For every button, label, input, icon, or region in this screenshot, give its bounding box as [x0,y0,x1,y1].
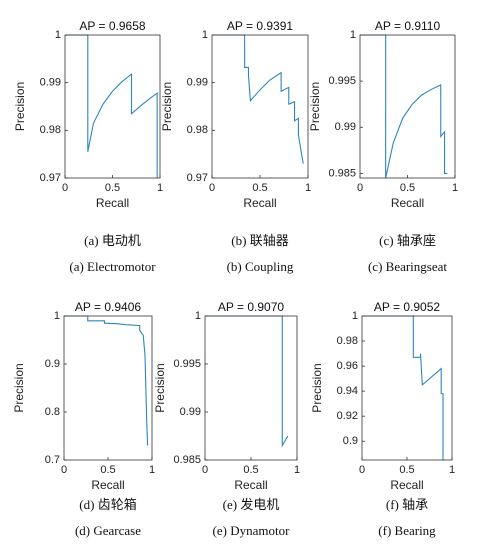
caption-en: (d) Gearcase [75,523,141,538]
y-tick-label: 1 [350,29,356,41]
plot-area [360,35,455,178]
x-tick-label: 0.5 [243,464,258,476]
y-tick-label: 1 [202,29,208,41]
x-tick-label: 0 [61,464,67,476]
x-tick-label: 0.5 [105,182,120,194]
pr-curve [65,34,158,178]
plot-area [64,316,152,460]
chart-title: AP = 0.9110 [375,19,441,33]
y-axis-label: Precision [160,82,174,131]
x-axis-label: Recall [390,478,423,492]
caption-cn: (f) 轴承 [386,497,428,512]
caption-en: (b) Coupling [227,259,294,274]
panel: 0 0.5 1 0.97 0.98 0.99 1 AP = 0.9658 Recall Preci… [13,19,163,274]
chart-title: AP = 0.9658 [79,19,145,33]
y-tick-label: 0.99 [40,77,61,89]
caption-cn: (b) 联轴器 [231,233,288,248]
y-axis-label: Precision [310,363,324,412]
x-tick-label: 1 [294,464,300,476]
caption-cn: (e) 发电机 [223,497,280,512]
x-tick-label: 1 [452,182,458,194]
y-tick-label: 0.92 [337,410,358,422]
chart-title: AP = 0.9391 [227,19,293,33]
chart-title: AP = 0.9070 [218,300,284,314]
y-tick-label: 0.97 [40,172,61,184]
y-tick-label: 0.7 [45,454,60,466]
x-tick-label: 0 [357,182,363,194]
panel: 0 0.5 1 0.97 0.98 0.99 1 AP = 0.9391 Recall Preci… [160,19,311,274]
y-axis-label: Precision [13,82,27,131]
x-tick-label: 1 [157,182,163,194]
pr-curve [64,315,149,446]
caption-en: (f) Bearing [378,523,436,538]
plot-area [65,35,160,178]
y-tick-label: 0.995 [173,358,201,370]
x-axis-label: Recall [96,196,129,210]
caption-cn: (a) 电动机 [84,233,141,248]
panel: 0 0.5 1 0.985 0.99 0.995 1 AP = 0.9070 Recall Pre… [153,300,300,538]
y-tick-label: 0.97 [187,172,208,184]
y-tick-label: 0.985 [328,167,356,179]
x-axis-label: Recall [391,196,424,210]
y-axis-label: Precision [12,363,26,412]
y-axis-label: Precision [153,363,167,412]
y-tick-label: 0.99 [187,77,208,89]
y-tick-label: 0.98 [187,124,208,136]
x-tick-label: 0.5 [400,182,415,194]
panel: 0 0.5 1 0.985 0.99 0.995 1 AP = 0.9110 Recall Pre… [308,19,458,274]
y-tick-label: 1 [195,310,201,322]
y-tick-label: 1 [55,29,61,41]
x-tick-label: 0 [359,464,365,476]
y-tick-label: 0.99 [335,121,356,133]
y-tick-label: 0.98 [40,124,61,136]
y-tick-label: 0.985 [173,454,201,466]
chart-title: AP = 0.9406 [75,300,141,314]
x-tick-label: 1 [305,182,311,194]
panel: 0 0.5 1 0.9 0.92 0.94 0.96 0.98 1 AP = 0.9052 Reca… [310,300,455,538]
x-tick-label: 0.5 [252,182,267,194]
x-tick-label: 1 [449,464,455,476]
x-tick-label: 0 [202,464,208,476]
x-tick-label: 1 [149,464,155,476]
x-tick-label: 0 [62,182,68,194]
caption-en: (e) Dynamotor [213,523,291,538]
y-tick-label: 1 [352,310,358,322]
y-tick-label: 0.9 [343,435,358,447]
y-tick-label: 0.99 [180,406,201,418]
x-axis-label: Recall [91,478,124,492]
y-tick-label: 0.8 [45,406,60,418]
y-tick-label: 0.9 [45,358,60,370]
y-axis-label: Precision [308,82,322,131]
plot-area [362,316,452,460]
x-axis-label: Recall [234,478,267,492]
pr-curve [212,34,304,164]
y-tick-label: 0.94 [337,385,358,397]
plot-area [212,35,308,178]
caption-en: (c) Bearingseat [368,259,447,274]
caption-cn: (c) 轴承座 [379,233,436,248]
plot-area [205,316,297,460]
caption-en: (a) Electromotor [69,259,156,274]
caption-cn: (d) 齿轮箱 [79,497,136,512]
x-axis-label: Recall [243,196,276,210]
panel: 0 0.5 1 0.7 0.8 0.9 1 AP = 0.9406 Recall Precisio… [12,300,155,538]
chart-title: AP = 0.9052 [374,300,440,314]
x-tick-label: 0.5 [399,464,414,476]
y-tick-label: 0.995 [328,75,356,87]
x-tick-label: 0.5 [100,464,115,476]
y-tick-label: 1 [54,310,60,322]
y-tick-label: 0.96 [337,360,358,372]
y-tick-label: 0.98 [337,335,358,347]
x-tick-label: 0 [209,182,215,194]
pr-curve [362,315,445,461]
